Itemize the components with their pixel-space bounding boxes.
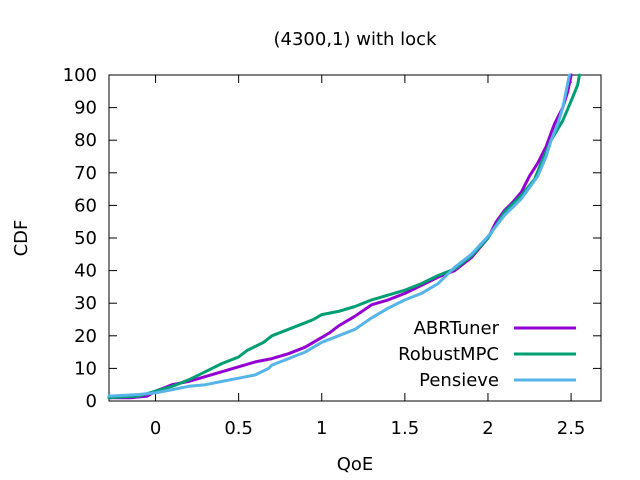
x-tick-label: 2 — [482, 418, 493, 439]
x-tick-label: 0 — [150, 418, 161, 439]
y-axis-label: CDF — [11, 220, 32, 257]
y-tick-label: 40 — [74, 261, 97, 282]
y-tick-label: 80 — [74, 130, 97, 151]
x-tick-label: 1.5 — [391, 418, 420, 439]
x-tick-label: 1 — [316, 418, 327, 439]
y-tick-label: 90 — [74, 98, 97, 119]
chart-title: (4300,1) with lock — [274, 29, 438, 50]
series-lines — [107, 73, 581, 400]
legend-label-abrtuner: ABRTuner — [414, 318, 500, 339]
axis-ticks: 0 0.5 1 1.5 2 2.5 0 10 20 30 40 50 60 70 80 90 100 — [63, 65, 601, 439]
x-tick-label: 0.5 — [224, 418, 253, 439]
x-tick-label: 2.5 — [557, 418, 586, 439]
series-line-robustmpc — [107, 73, 581, 400]
series-line-pensieve — [107, 73, 571, 398]
x-axis-label: QoE — [337, 454, 374, 475]
y-tick-label: 60 — [74, 195, 97, 216]
y-tick-label: 30 — [74, 293, 97, 314]
y-tick-label: 10 — [74, 358, 97, 379]
y-tick-label: 20 — [74, 326, 97, 347]
y-tick-label: 100 — [63, 65, 97, 86]
y-tick-label: 0 — [86, 391, 97, 412]
y-tick-label: 50 — [74, 228, 97, 249]
y-tick-label: 70 — [74, 163, 97, 184]
legend-label-pensieve: Pensieve — [419, 370, 499, 391]
legend-label-robustmpc: RobustMPC — [398, 344, 499, 365]
plot-frame — [108, 74, 602, 402]
series-line-abrtuner — [107, 73, 573, 400]
legend: ABRTuner RobustMPC Pensieve — [398, 318, 576, 391]
